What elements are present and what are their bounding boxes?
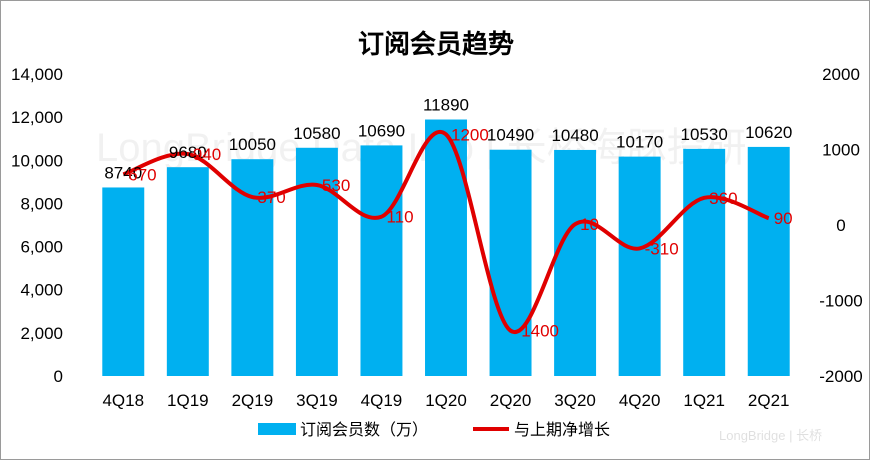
line-label-4Q18: 670 bbox=[128, 165, 156, 184]
bar-1Q20 bbox=[425, 119, 467, 376]
line-label-4Q20: -310 bbox=[645, 239, 679, 258]
x-tick-1Q20: 1Q20 bbox=[425, 391, 467, 410]
y-left-tick: 2,000 bbox=[20, 324, 63, 343]
x-tick-2Q20: 2Q20 bbox=[490, 391, 532, 410]
bar-label-4Q18: 8740 bbox=[104, 163, 142, 182]
x-tick-1Q21: 1Q21 bbox=[683, 391, 725, 410]
y-right-tick: 2000 bbox=[822, 65, 860, 84]
x-tick-2Q21: 2Q21 bbox=[748, 391, 790, 410]
bar-label-2Q19: 10050 bbox=[229, 135, 276, 154]
x-tick-3Q19: 3Q19 bbox=[296, 391, 338, 410]
y-right-tick: 1000 bbox=[822, 141, 860, 160]
y-right-tick: 0 bbox=[836, 216, 845, 235]
line-label-1Q21: 360 bbox=[709, 189, 737, 208]
legend-bar-swatch bbox=[258, 423, 296, 435]
line-label-2Q19: 370 bbox=[257, 188, 285, 207]
line-label-4Q19: 110 bbox=[386, 208, 413, 227]
bar-label-1Q21: 10530 bbox=[681, 125, 728, 144]
y-left-tick: 0 bbox=[54, 367, 63, 386]
line-label-2Q21: 90 bbox=[774, 209, 793, 228]
x-tick-3Q20: 3Q20 bbox=[554, 391, 596, 410]
y-left-tick: 12,000 bbox=[11, 108, 63, 127]
x-tick-4Q20: 4Q20 bbox=[619, 391, 661, 410]
bar-4Q18 bbox=[102, 187, 145, 376]
y-left-tick: 10,000 bbox=[11, 151, 63, 170]
legend: 订阅会员数（万） 与上期净增长 bbox=[258, 420, 610, 439]
bar-label-4Q19: 10690 bbox=[358, 121, 405, 140]
chart-title: 订阅会员趋势 bbox=[358, 30, 514, 60]
y-left-tick: 8,000 bbox=[20, 194, 63, 213]
bar-2Q21 bbox=[747, 146, 790, 376]
x-tick-4Q18: 4Q18 bbox=[102, 391, 144, 410]
bar-label-3Q19: 10580 bbox=[293, 124, 340, 143]
bar-4Q20 bbox=[618, 156, 661, 376]
line-label-3Q20: 10 bbox=[580, 215, 599, 234]
line-label-1Q20: 1200 bbox=[451, 125, 489, 144]
line-label-2Q20: -1400 bbox=[516, 322, 559, 341]
bar-label-1Q20: 11890 bbox=[423, 96, 469, 115]
net-growth-line bbox=[122, 129, 770, 335]
legend-bar-label: 订阅会员数（万） bbox=[300, 420, 428, 439]
bar-1Q21 bbox=[683, 148, 726, 376]
bar-3Q20 bbox=[554, 149, 597, 376]
y-left-tick: 6,000 bbox=[20, 238, 63, 257]
y-left-tick: 4,000 bbox=[20, 281, 63, 300]
bar-label-2Q21: 10620 bbox=[745, 123, 792, 142]
axes-group: 4Q18 1Q19 2Q19 3Q19 4Q19 1Q20 2Q20 3Q20 4Q20 1Q21… bbox=[11, 65, 863, 410]
y-left-tick: 14,000 bbox=[11, 65, 63, 84]
bar-1Q19 bbox=[166, 167, 209, 376]
bar-4Q19 bbox=[360, 145, 403, 376]
watermark-logo-text: LongBridge | 长桥 bbox=[719, 428, 822, 443]
y-right-tick: -1000 bbox=[819, 292, 862, 311]
bar-2Q20 bbox=[489, 149, 532, 376]
x-tick-1Q19: 1Q19 bbox=[167, 391, 209, 410]
line-series-group bbox=[122, 129, 770, 335]
y-right-tick: -2000 bbox=[819, 367, 862, 386]
x-tick-4Q19: 4Q19 bbox=[361, 391, 403, 410]
line-label-1Q19: 940 bbox=[193, 145, 221, 164]
data-labels-group: 8740 9680 10050 10580 10690 11890 10490 10480 10… bbox=[104, 96, 792, 341]
bar-label-1Q19: 9680 bbox=[169, 143, 207, 162]
bar-label-3Q20: 10480 bbox=[551, 126, 598, 145]
bar-label-2Q20: 10490 bbox=[487, 126, 534, 145]
bar-label-4Q20: 10170 bbox=[616, 133, 663, 152]
line-label-3Q19: 530 bbox=[322, 176, 350, 195]
legend-line-label: 与上期净增长 bbox=[514, 420, 610, 439]
x-tick-2Q19: 2Q19 bbox=[232, 391, 274, 410]
